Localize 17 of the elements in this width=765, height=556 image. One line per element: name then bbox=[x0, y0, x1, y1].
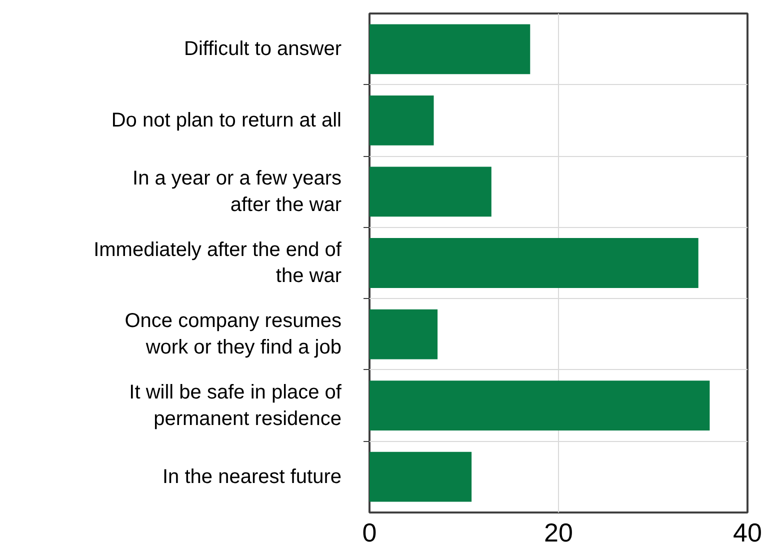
y-tick-label: In a year or a few years after the war bbox=[132, 168, 342, 216]
x-tick-label: 0 bbox=[362, 518, 377, 548]
x-tick-label: 20 bbox=[544, 518, 573, 548]
bar bbox=[370, 380, 710, 431]
y-tick-label: Difficult to answer bbox=[184, 38, 342, 60]
y-tick-label: Once company resumes work or they find a job bbox=[124, 310, 342, 358]
x-tick-label: 40 bbox=[733, 518, 762, 548]
y-tick-label: It will be safe in place of permanent residence bbox=[129, 381, 342, 430]
y-tick-label: In the nearest future bbox=[162, 466, 342, 488]
bar bbox=[370, 309, 438, 360]
y-tick-label: Immediately after the end of the war bbox=[94, 238, 342, 288]
bar bbox=[370, 452, 472, 502]
y-tick-label: Do not plan to return at all bbox=[111, 109, 342, 132]
bar bbox=[370, 95, 434, 146]
bar bbox=[370, 166, 492, 217]
bar bbox=[370, 24, 530, 74]
bar bbox=[370, 238, 698, 288]
